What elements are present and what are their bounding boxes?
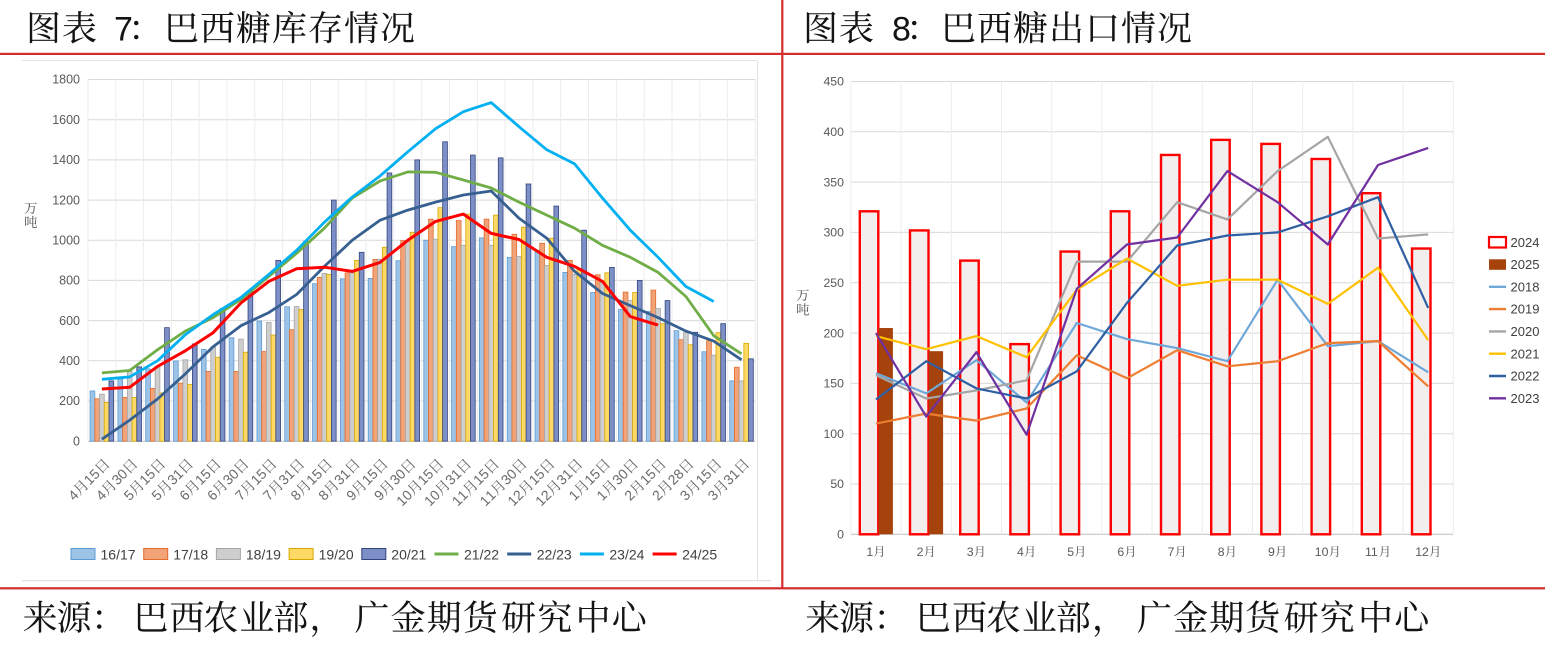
- svg-text:2024: 2024: [1511, 235, 1540, 250]
- svg-text:12: 12: [1415, 545, 1429, 559]
- svg-text:23/24: 23/24: [609, 547, 644, 563]
- svg-text:21/22: 21/22: [464, 547, 499, 563]
- svg-text:8: 8: [892, 11, 911, 49]
- svg-text:19/20: 19/20: [319, 547, 354, 563]
- svg-text:400: 400: [59, 354, 80, 368]
- svg-text:450: 450: [823, 75, 844, 89]
- svg-text:1400: 1400: [52, 153, 80, 167]
- svg-text:2025: 2025: [1511, 257, 1540, 272]
- svg-text:3: 3: [967, 545, 974, 559]
- svg-text:1200: 1200: [52, 193, 80, 207]
- svg-text:300: 300: [823, 226, 844, 240]
- svg-text:2023: 2023: [1511, 391, 1540, 406]
- svg-text:18/19: 18/19: [246, 547, 281, 563]
- svg-text:200: 200: [823, 326, 844, 340]
- svg-text:600: 600: [59, 314, 80, 328]
- svg-text:0: 0: [837, 528, 844, 542]
- svg-text:5: 5: [1067, 545, 1074, 559]
- svg-text:200: 200: [59, 394, 80, 408]
- svg-text:250: 250: [823, 276, 844, 290]
- svg-text:9: 9: [1268, 545, 1275, 559]
- svg-text:2018: 2018: [1511, 279, 1540, 294]
- svg-text:17/18: 17/18: [173, 547, 208, 563]
- svg-text:400: 400: [823, 125, 844, 139]
- svg-text:10: 10: [1315, 545, 1329, 559]
- svg-text:100: 100: [823, 427, 844, 441]
- svg-text:2019: 2019: [1511, 302, 1540, 317]
- svg-text:150: 150: [823, 377, 844, 391]
- svg-text:2: 2: [917, 545, 924, 559]
- svg-text:16/17: 16/17: [101, 547, 136, 563]
- svg-text:4: 4: [1017, 545, 1024, 559]
- svg-text:8: 8: [1218, 545, 1225, 559]
- svg-text:2022: 2022: [1511, 369, 1540, 384]
- svg-text:50: 50: [830, 477, 844, 491]
- svg-text:20/21: 20/21: [391, 547, 426, 563]
- svg-text:350: 350: [823, 175, 844, 189]
- svg-text:7: 7: [114, 11, 133, 49]
- svg-text:1600: 1600: [52, 113, 80, 127]
- svg-text:1: 1: [866, 545, 873, 559]
- svg-text:800: 800: [59, 274, 80, 288]
- svg-text:6: 6: [1117, 545, 1124, 559]
- svg-text:7: 7: [1168, 545, 1175, 559]
- svg-text:2020: 2020: [1511, 324, 1540, 339]
- svg-text:24/25: 24/25: [682, 547, 717, 563]
- svg-text:22/23: 22/23: [537, 547, 572, 563]
- svg-text:1000: 1000: [52, 234, 80, 248]
- svg-text:0: 0: [73, 434, 80, 448]
- svg-text:2021: 2021: [1511, 346, 1540, 361]
- svg-text:11: 11: [1365, 545, 1378, 559]
- svg-text:1800: 1800: [52, 73, 80, 87]
